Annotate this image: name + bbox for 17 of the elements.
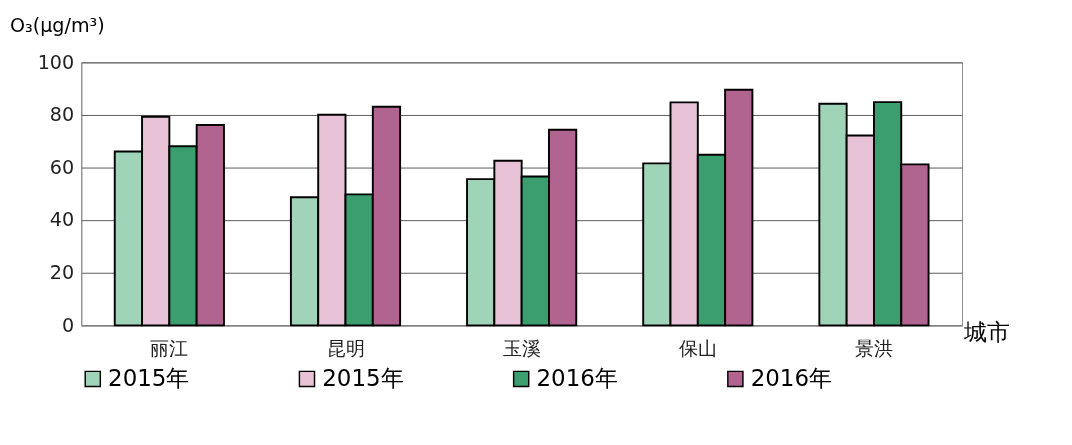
- x-tick-label: 丽江: [150, 336, 189, 360]
- y-tick-label: 20: [49, 260, 75, 284]
- y-axis-title: O₃(μg/m³): [10, 14, 105, 38]
- legend-label: 2016年: [536, 364, 618, 391]
- legend-label: 2016年: [750, 364, 833, 391]
- y-tick-label: 80: [49, 103, 75, 127]
- y-tick-label: 60: [49, 155, 75, 179]
- y-tick-label: 40: [49, 208, 75, 232]
- legend-label: 2015年: [322, 364, 404, 391]
- y-tick-label: 100: [37, 50, 75, 74]
- y-tick-label: 0: [61, 313, 75, 337]
- x-tick-label: 玉溪: [502, 336, 541, 360]
- x-tick-label: 景洪: [854, 336, 893, 360]
- legend-label: 2015年: [108, 364, 190, 391]
- x-tick-label: 保山: [678, 336, 717, 360]
- x-tick-label: 昆明: [326, 336, 365, 360]
- x-axis-title: 城市: [963, 319, 1011, 346]
